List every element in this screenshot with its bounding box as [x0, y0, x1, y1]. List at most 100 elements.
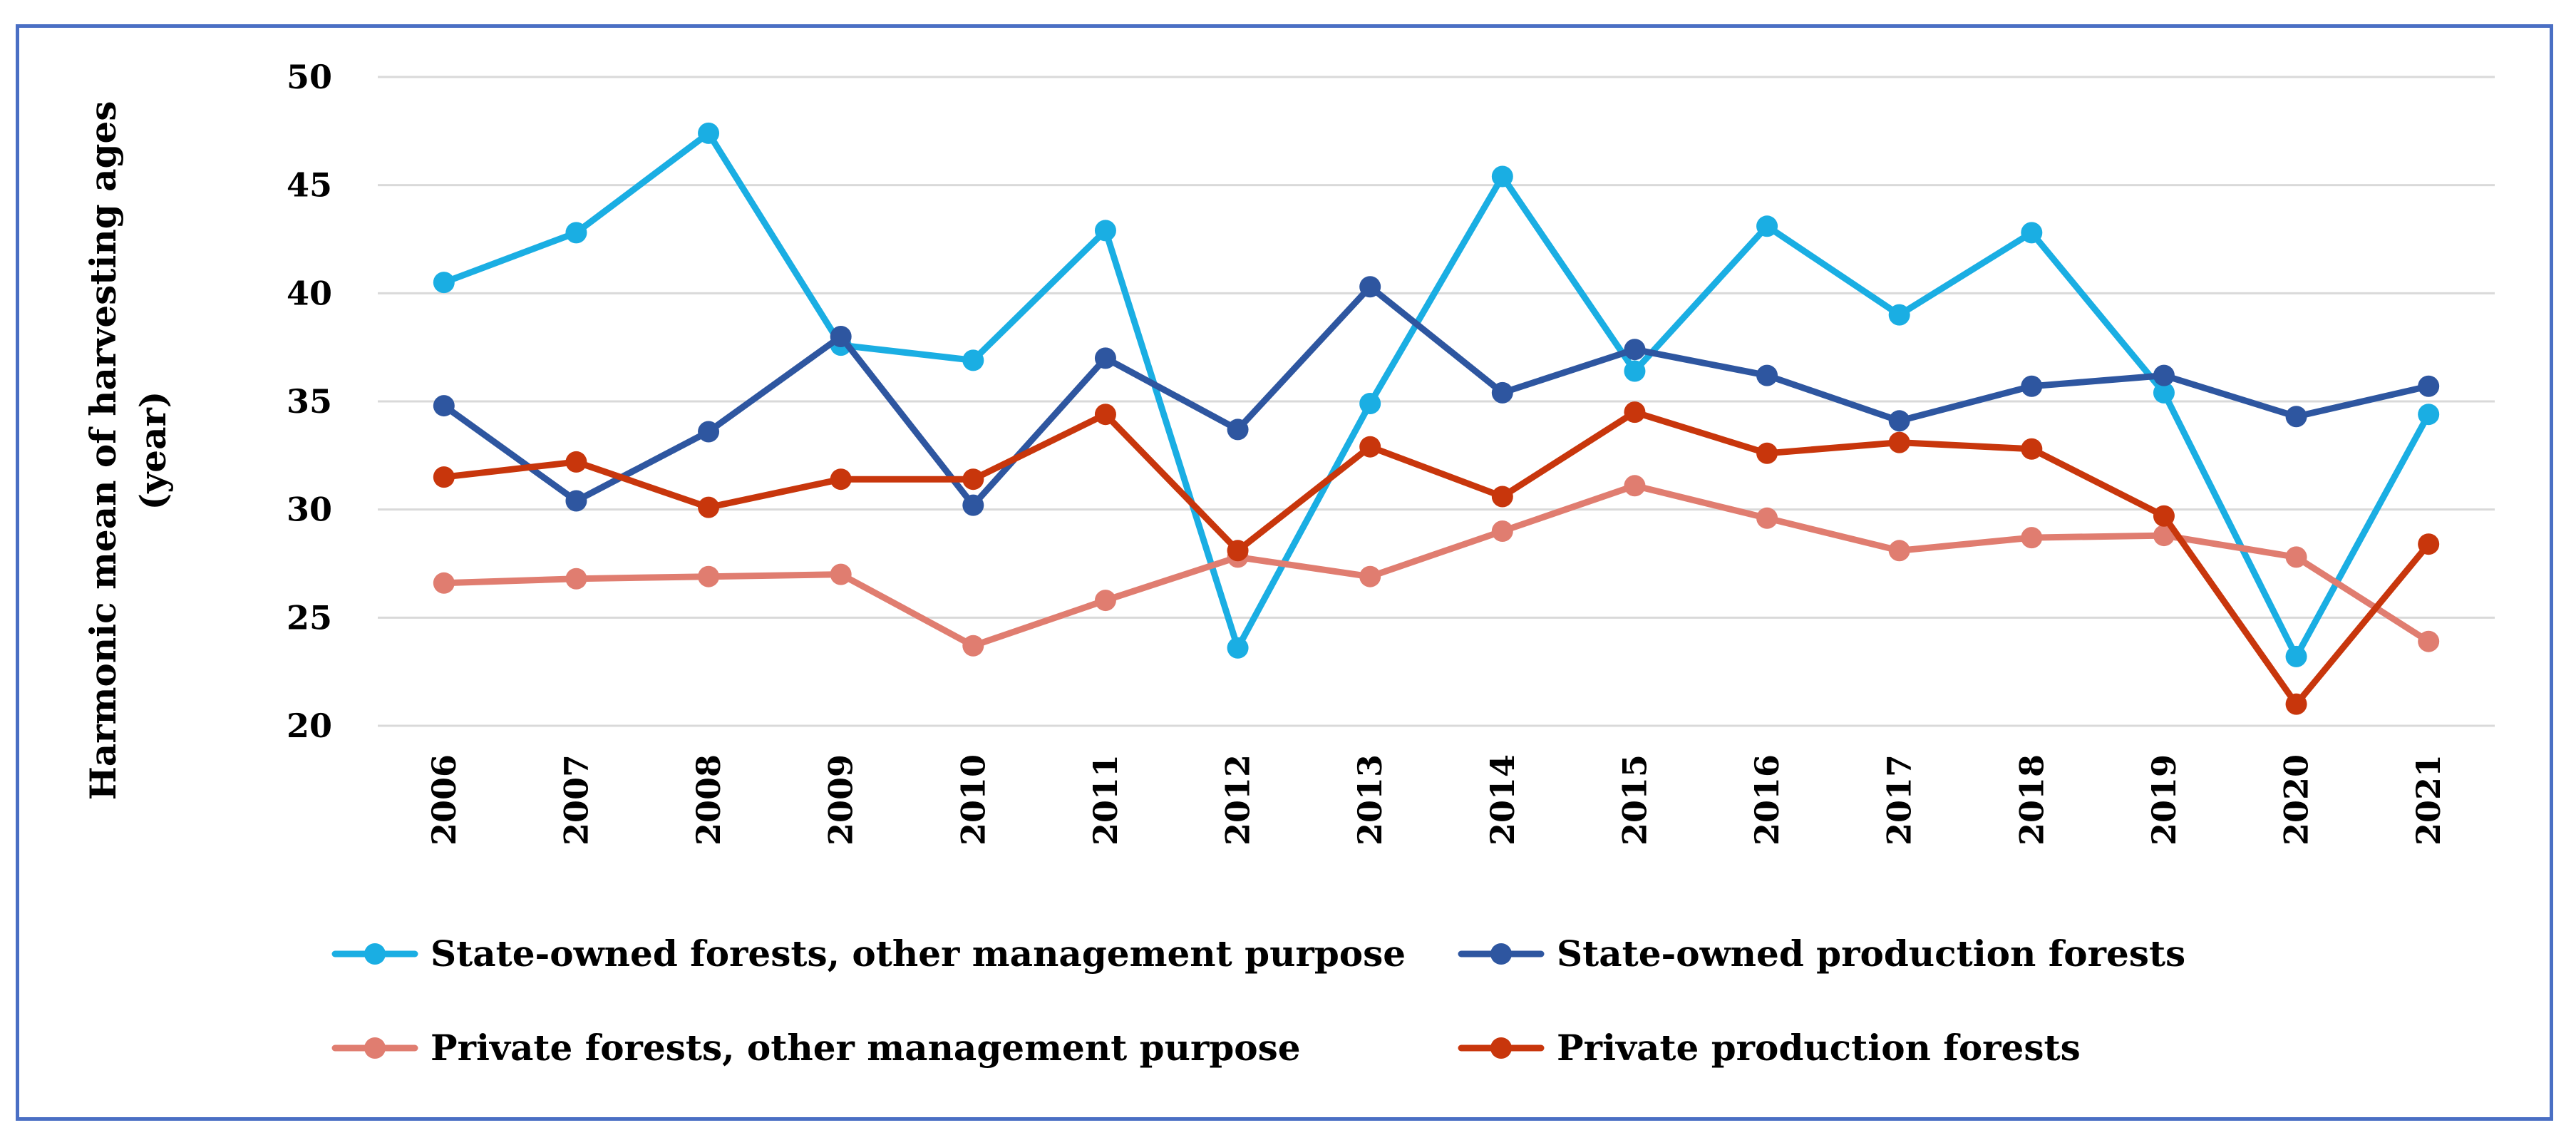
data-point	[830, 468, 852, 491]
data-point	[962, 468, 984, 491]
x-tick-label: 2018	[2012, 754, 2051, 846]
data-point	[433, 395, 455, 417]
legend-item-4: Private production forests	[1458, 1027, 2081, 1069]
data-point	[698, 565, 720, 587]
legend-label: Private production forests	[1557, 1027, 2081, 1069]
x-tick-label: 2007	[557, 754, 595, 846]
y-axis-title: Harmonic mean of harvesting ages (year)	[82, 101, 174, 801]
legend-label: Private forests, other management purpos…	[431, 1027, 1301, 1069]
data-point	[1624, 475, 1646, 497]
data-point	[2285, 546, 2307, 568]
data-point	[2021, 375, 2043, 397]
x-tick-label: 2010	[954, 754, 992, 846]
gridlines	[378, 76, 2495, 727]
data-point	[698, 421, 720, 443]
data-point	[830, 326, 852, 347]
data-point	[2153, 381, 2175, 404]
data-point	[433, 572, 455, 594]
x-tick-label: 2015	[1615, 754, 1654, 846]
data-point	[1491, 520, 1513, 542]
data-point	[962, 494, 984, 516]
data-point	[2021, 222, 2043, 244]
data-point	[1491, 486, 1513, 508]
legend-swatch-marker	[364, 943, 386, 965]
data-point	[1624, 360, 1646, 382]
data-point	[2153, 525, 2175, 547]
data-point	[1094, 404, 1116, 426]
data-point	[1624, 401, 1646, 423]
legend: State-owned forests, other management pu…	[331, 933, 2185, 1069]
data-point	[962, 635, 984, 657]
y-axis-title-line1: Harmonic mean of harvesting ages	[82, 101, 124, 801]
data-point	[2418, 630, 2440, 652]
data-point	[1756, 442, 1778, 464]
legend-label: State-owned forests, other management pu…	[431, 933, 1406, 975]
x-tick-label: 2017	[1880, 754, 1919, 846]
data-point	[1359, 565, 1381, 587]
y-tick-label: 20	[287, 707, 332, 745]
series-line	[441, 130, 2432, 660]
data-point	[2021, 438, 2043, 460]
y-tick-label: 50	[287, 58, 332, 96]
data-point	[565, 490, 587, 512]
data-point	[2153, 505, 2175, 527]
legend-swatch-marker	[1490, 943, 1512, 965]
x-axis-ticks: 2006 2007 2008 2009 2010 2011 2012 2013 2014 2015…	[425, 754, 2448, 846]
x-tick-label: 2014	[1483, 754, 1522, 846]
y-tick-label: 40	[287, 274, 332, 312]
series-4	[433, 401, 2440, 715]
series-3	[433, 475, 2440, 657]
x-tick-label: 2016	[1748, 754, 1786, 846]
y-tick-label: 30	[287, 491, 332, 529]
y-axis-title-line2: (year)	[132, 391, 174, 510]
y-tick-label: 35	[287, 382, 332, 421]
data-point	[1624, 339, 1646, 361]
series-line	[441, 283, 2432, 509]
data-point	[2285, 406, 2307, 428]
data-point	[2021, 527, 2043, 549]
data-point	[1491, 165, 1513, 188]
y-tick-label: 45	[287, 166, 332, 205]
data-point	[1756, 215, 1778, 237]
data-point	[565, 222, 587, 244]
data-point	[830, 563, 852, 585]
data-point	[1359, 276, 1381, 298]
x-tick-label: 2019	[2145, 754, 2183, 846]
y-axis-ticks: 20 25 30 35 40 45 50	[287, 58, 332, 745]
x-tick-label: 2008	[689, 754, 728, 846]
data-point	[962, 349, 984, 371]
data-point	[2153, 364, 2175, 386]
data-point	[433, 466, 455, 488]
x-tick-label: 2021	[2409, 754, 2448, 846]
data-point	[2418, 404, 2440, 426]
x-tick-label: 2020	[2277, 754, 2316, 846]
legend-item-2: State-owned production forests	[1458, 933, 2185, 975]
series-line	[441, 409, 2432, 708]
data-point	[1888, 304, 1910, 326]
data-point	[2285, 645, 2307, 667]
legend-swatch-marker	[1490, 1037, 1512, 1059]
data-point	[1227, 419, 1249, 441]
x-tick-label: 2009	[822, 754, 860, 846]
y-tick-label: 25	[287, 598, 332, 637]
data-point	[565, 451, 587, 473]
legend-item-1: State-owned forests, other management pu…	[331, 933, 1406, 975]
data-point	[433, 272, 455, 294]
legend-label: State-owned production forests	[1557, 933, 2185, 975]
data-point	[1094, 590, 1116, 612]
data-point	[1888, 410, 1910, 432]
data-point	[1227, 637, 1249, 659]
data-point	[2285, 693, 2307, 715]
series-2	[433, 276, 2440, 516]
data-point	[1359, 393, 1381, 415]
legend-swatch-marker	[364, 1037, 386, 1059]
data-point	[698, 122, 720, 144]
data-point	[2418, 533, 2440, 555]
series-lines	[433, 122, 2440, 715]
series-line	[441, 482, 2432, 649]
data-point	[565, 568, 587, 590]
data-point	[1094, 347, 1116, 369]
x-tick-label: 2013	[1351, 754, 1389, 846]
x-tick-label: 2012	[1219, 754, 1257, 846]
